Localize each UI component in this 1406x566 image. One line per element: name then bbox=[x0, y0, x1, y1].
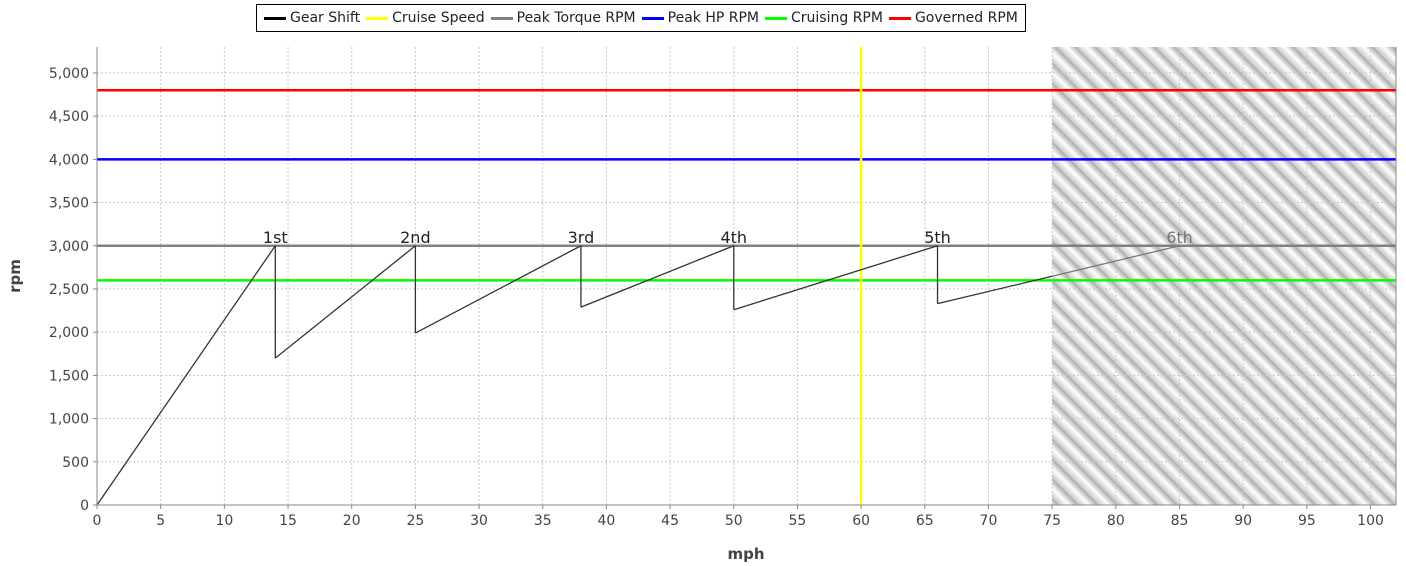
x-tick-label: 20 bbox=[343, 513, 361, 529]
legend-item: Governed RPM bbox=[888, 10, 1018, 26]
x-tick-label: 65 bbox=[916, 513, 934, 529]
x-tick-label: 50 bbox=[725, 513, 743, 529]
legend-swatch bbox=[490, 16, 513, 20]
x-tick-label: 55 bbox=[789, 513, 807, 529]
legend-item: Peak Torque RPM bbox=[490, 10, 636, 26]
gear-shift-segment bbox=[415, 245, 582, 334]
x-tick-label: 100 bbox=[1357, 513, 1384, 529]
x-axis-title: mph bbox=[727, 545, 764, 563]
legend-label: Peak HP RPM bbox=[667, 10, 760, 26]
y-tick-label: 500 bbox=[62, 455, 89, 471]
gear-shift-segment bbox=[937, 275, 1053, 305]
x-tick-label: 90 bbox=[1234, 513, 1252, 529]
legend-item: Gear Shift bbox=[264, 10, 360, 26]
gear-label: 5th bbox=[924, 228, 951, 247]
legend-swatch bbox=[888, 16, 911, 20]
gear-label: 1st bbox=[263, 228, 288, 247]
y-tick-label: 1,000 bbox=[49, 412, 89, 428]
gear-label: 2nd bbox=[400, 228, 430, 247]
legend-item: Cruising RPM bbox=[765, 10, 883, 26]
y-tick-label: 3,000 bbox=[49, 239, 89, 255]
legend-label: Governed RPM bbox=[914, 10, 1018, 26]
gear-shift-segment bbox=[96, 245, 276, 506]
x-tick-label: 10 bbox=[215, 513, 233, 529]
x-tick-label: 75 bbox=[1043, 513, 1061, 529]
x-tick-label: 35 bbox=[534, 513, 552, 529]
y-tick-label: 3,500 bbox=[49, 196, 89, 212]
x-tick-label: 80 bbox=[1107, 513, 1125, 529]
gear-shift-segment bbox=[733, 245, 938, 311]
legend-swatch bbox=[264, 16, 286, 20]
x-tick-label: 30 bbox=[470, 513, 488, 529]
x-tick-label: 60 bbox=[852, 513, 870, 529]
shaded-region bbox=[1052, 47, 1396, 505]
y-tick-label: 5,000 bbox=[49, 66, 89, 82]
gear-label: 6th bbox=[1166, 228, 1193, 247]
y-tick-label: 4,500 bbox=[49, 109, 89, 125]
gear-label: 4th bbox=[720, 228, 747, 247]
legend-item: Cruise Speed bbox=[366, 10, 485, 26]
gear-shift-segment bbox=[580, 245, 735, 308]
x-tick-label: 5 bbox=[156, 513, 165, 529]
y-tick-label: 4,000 bbox=[49, 152, 89, 168]
x-tick-label: 85 bbox=[1171, 513, 1189, 529]
legend-swatch bbox=[641, 16, 664, 20]
legend-item: Peak HP RPM bbox=[641, 10, 760, 26]
x-tick-label: 70 bbox=[980, 513, 998, 529]
gear-shift-segment bbox=[1051, 245, 1180, 277]
legend-label: Cruise Speed bbox=[392, 10, 485, 26]
legend-label: Peak Torque RPM bbox=[516, 10, 636, 26]
y-tick-label: 2,500 bbox=[49, 282, 89, 298]
legend-label: Cruising RPM bbox=[791, 10, 883, 26]
gear-shift-segment bbox=[274, 245, 416, 359]
legend-label: Gear Shift bbox=[290, 10, 361, 26]
y-axis-title: rpm bbox=[6, 259, 24, 293]
x-tick-label: 45 bbox=[661, 513, 679, 529]
x-tick-label: 0 bbox=[93, 513, 102, 529]
x-tick-label: 95 bbox=[1298, 513, 1316, 529]
y-tick-label: 1,500 bbox=[49, 368, 89, 384]
gear-label: 3rd bbox=[568, 228, 595, 247]
legend-swatch bbox=[366, 16, 389, 20]
x-tick-label: 15 bbox=[279, 513, 297, 529]
y-tick-label: 0 bbox=[80, 498, 89, 514]
chart-legend: Gear Shift Cruise Speed Peak Torque RPM Pea… bbox=[256, 4, 1026, 32]
x-tick-label: 40 bbox=[597, 513, 615, 529]
y-tick-label: 2,000 bbox=[49, 325, 89, 341]
x-tick-label: 25 bbox=[406, 513, 424, 529]
legend-swatch bbox=[765, 16, 788, 20]
